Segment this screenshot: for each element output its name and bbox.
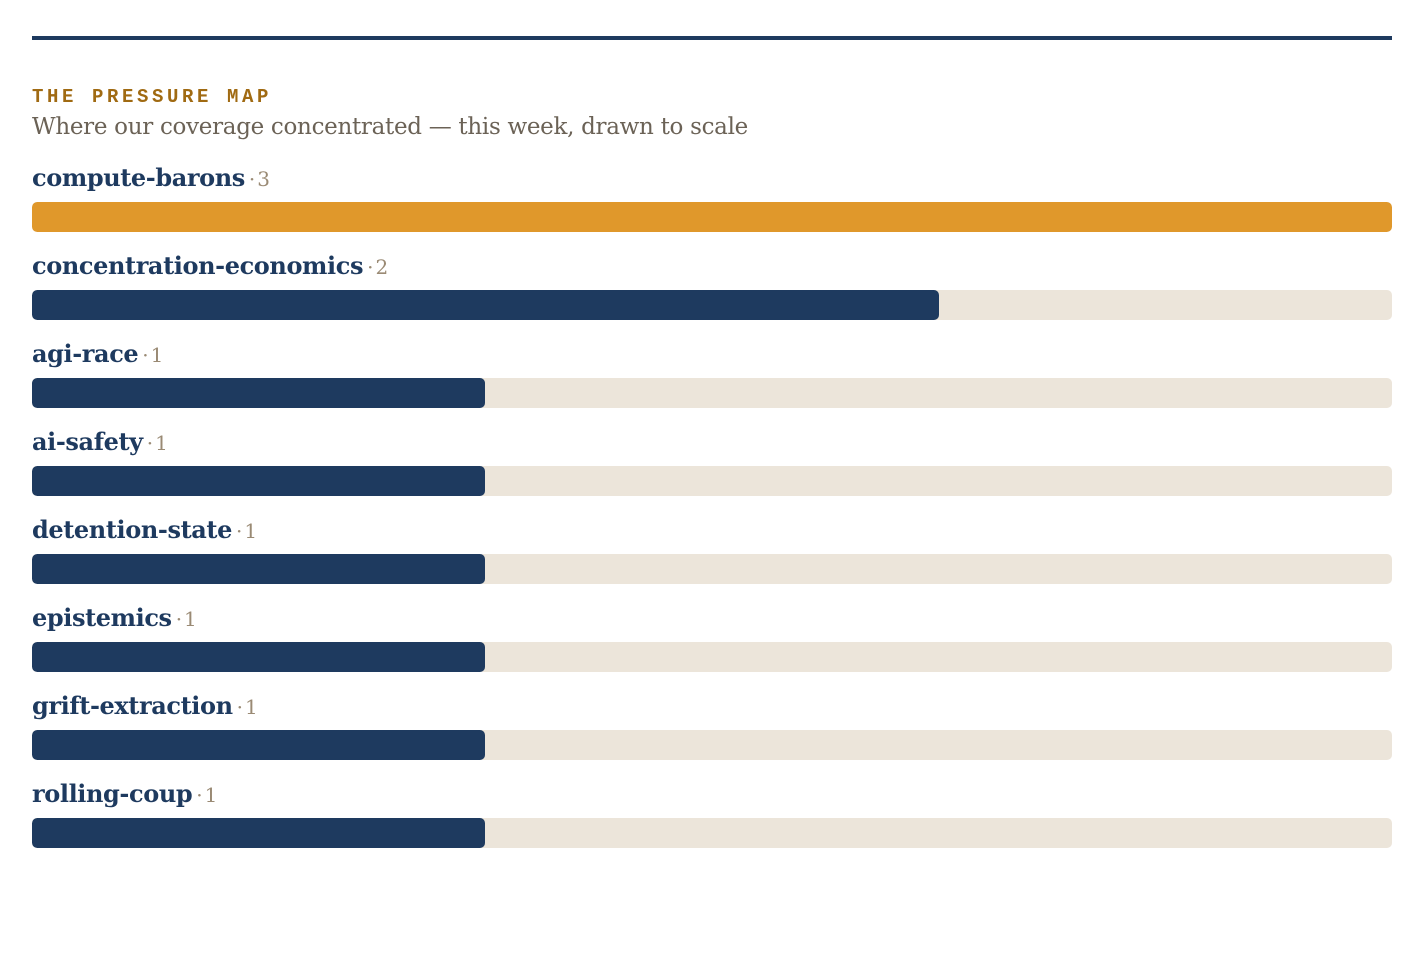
bar-label-line: grift-extraction · 1 <box>32 690 1392 722</box>
bar <box>32 554 485 584</box>
top-rule <box>32 36 1392 40</box>
bar-track <box>32 818 1392 848</box>
bar-track <box>32 202 1392 232</box>
bar-track <box>32 554 1392 584</box>
chart-kicker: THE PRESSURE MAP <box>32 86 273 108</box>
bar-separator: · <box>175 607 183 631</box>
bar-category-label: compute-barons <box>32 163 245 192</box>
bar-separator: · <box>142 343 149 367</box>
bar-track <box>32 730 1392 760</box>
pressure-map-panel: THE PRESSURE MAP Where our coverage conc… <box>32 0 1392 866</box>
bar-label-line: compute-barons · 3 <box>32 162 1392 194</box>
bar-track <box>32 378 1392 408</box>
bar-track <box>32 642 1392 672</box>
bar-label-line: epistemics · 1 <box>32 602 1392 634</box>
bar-row: compute-barons · 3 <box>32 162 1392 250</box>
bar-category-label: agi-race <box>32 339 139 368</box>
bar <box>32 202 1392 232</box>
bar-separator: · <box>236 695 244 719</box>
bar-label-line: ai-safety · 1 <box>32 426 1392 458</box>
bar-category-label: detention-state <box>32 515 232 544</box>
bar-row: concentration-economics · 2 <box>32 250 1392 338</box>
bar-value-label: 1 <box>244 519 258 543</box>
bar-value-label: 1 <box>150 343 164 367</box>
bar-row: epistemics · 1 <box>32 602 1392 690</box>
bar-separator: · <box>248 167 256 191</box>
bar-row: grift-extraction · 1 <box>32 690 1392 778</box>
bar-value-label: 1 <box>155 431 168 455</box>
bar-label-line: agi-race · 1 <box>32 338 1392 370</box>
bar-category-label: epistemics <box>32 603 172 632</box>
bar-label-line: rolling-coup · 1 <box>32 778 1392 810</box>
bar-value-label: 1 <box>184 607 197 631</box>
bar <box>32 378 485 408</box>
bar-row: detention-state · 1 <box>32 514 1392 602</box>
bar-separator: · <box>367 255 374 279</box>
bar-category-label: rolling-coup <box>32 779 193 808</box>
bar-category-label: grift-extraction <box>32 691 233 720</box>
bar-row: agi-race · 1 <box>32 338 1392 426</box>
bar-value-label: 1 <box>245 695 258 719</box>
chart-subtitle: Where our coverage concentrated — this w… <box>32 114 748 140</box>
bar-label-line: concentration-economics · 2 <box>32 250 1392 282</box>
bar-row: ai-safety · 1 <box>32 426 1392 514</box>
bar-track <box>32 466 1392 496</box>
bar-separator: · <box>146 431 154 455</box>
bar-label-line: detention-state · 1 <box>32 514 1392 546</box>
bar-value-label: 2 <box>375 255 389 279</box>
bar <box>32 290 939 320</box>
bar-track <box>32 290 1392 320</box>
bar <box>32 730 485 760</box>
bar-row: rolling-coup · 1 <box>32 778 1392 866</box>
bar-separator: · <box>196 783 203 807</box>
bar-value-label: 1 <box>204 783 218 807</box>
bar <box>32 466 485 496</box>
bar <box>32 642 485 672</box>
bar-category-label: ai-safety <box>32 427 143 456</box>
bar <box>32 818 485 848</box>
bar-separator: · <box>235 519 243 543</box>
bar-rows: compute-barons · 3 concentration-economics ·… <box>32 162 1392 866</box>
bar-value-label: 3 <box>257 167 271 191</box>
bar-category-label: concentration-economics <box>32 251 364 280</box>
